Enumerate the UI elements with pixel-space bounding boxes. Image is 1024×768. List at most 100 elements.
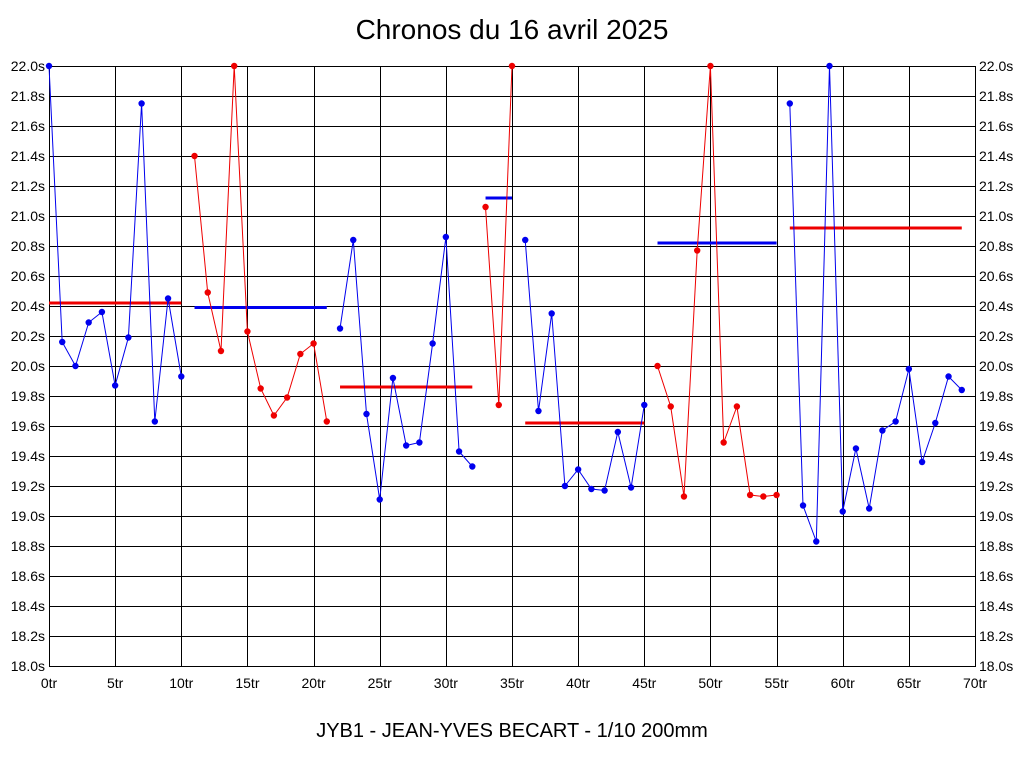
- y-tick-label-left: 20.2s: [11, 328, 45, 344]
- data-point: [429, 340, 436, 347]
- y-tick-label-left: 18.8s: [11, 538, 45, 554]
- data-point: [217, 347, 225, 355]
- data-point: [574, 466, 582, 473]
- series-line: [194, 65, 328, 422]
- y-tick-label-left: 21.0s: [11, 208, 45, 224]
- data-point: [442, 233, 450, 241]
- x-tick-label: 45tr: [632, 675, 656, 691]
- data-point: [164, 295, 172, 302]
- data-point: [72, 362, 79, 370]
- y-tick-label-right: 21.4s: [979, 148, 1013, 164]
- data-point: [310, 340, 317, 347]
- y-tick-label-right: 19.0s: [979, 508, 1013, 524]
- x-tick-label: 65tr: [897, 675, 921, 691]
- data-point: [760, 493, 767, 500]
- data-point: [667, 403, 674, 410]
- data-point: [694, 247, 701, 254]
- data-point: [918, 458, 926, 466]
- data-point: [151, 418, 159, 425]
- y-tick-label-right: 18.2s: [979, 628, 1013, 644]
- y-tick-label-left: 19.0s: [11, 508, 45, 524]
- data-point: [363, 410, 370, 418]
- data-point: [852, 445, 860, 452]
- data-point: [85, 319, 92, 326]
- data-point: [389, 374, 397, 382]
- y-tick-label-left: 20.4s: [11, 298, 45, 314]
- x-tick-label: 55tr: [765, 675, 789, 691]
- data-point: [270, 412, 278, 419]
- data-point: [125, 334, 132, 341]
- data-point: [257, 385, 264, 392]
- y-tick-label-right: 19.2s: [979, 478, 1013, 494]
- data-point: [892, 418, 899, 425]
- y-tick-label-right: 19.4s: [979, 448, 1013, 464]
- y-tick-label-left: 19.8s: [11, 388, 45, 404]
- data-point: [455, 448, 463, 455]
- y-tick-label-right: 20.4s: [979, 298, 1013, 314]
- y-tick-label-left: 19.6s: [11, 418, 45, 434]
- y-tick-label-left: 20.0s: [11, 358, 45, 374]
- data-point: [535, 407, 542, 415]
- data-point: [641, 401, 648, 409]
- x-tick-label: 30tr: [434, 675, 458, 691]
- y-tick-label-left: 18.6s: [11, 568, 45, 584]
- y-tick-label-left: 18.0s: [11, 658, 45, 674]
- series-line: [657, 65, 777, 498]
- data-point: [178, 373, 185, 380]
- y-tick-label-right: 21.6s: [979, 118, 1013, 134]
- data-point: [231, 62, 238, 70]
- data-point: [879, 427, 886, 434]
- data-point: [138, 100, 145, 107]
- data-point: [958, 386, 965, 394]
- y-tick-label-right: 20.8s: [979, 238, 1013, 254]
- data-point: [588, 485, 595, 493]
- data-point: [98, 308, 106, 316]
- data-point: [733, 403, 741, 410]
- y-tick-label-right: 19.6s: [979, 418, 1013, 434]
- x-tick-label: 10tr: [169, 675, 193, 691]
- data-point: [680, 493, 688, 500]
- data-point: [813, 538, 820, 545]
- x-tick-label: 0tr: [41, 675, 58, 691]
- data-point: [59, 338, 66, 346]
- y-tick-label-right: 18.0s: [979, 658, 1013, 674]
- data-point: [707, 62, 714, 70]
- data-point: [376, 496, 383, 503]
- y-tick-label-left: 22.0s: [11, 58, 45, 74]
- data-point: [773, 491, 780, 499]
- x-tick-label: 50tr: [698, 675, 722, 691]
- data-point: [945, 373, 952, 380]
- y-tick-label-right: 21.0s: [979, 208, 1013, 224]
- y-tick-label-left: 20.8s: [11, 238, 45, 254]
- data-point: [297, 350, 304, 358]
- y-tick-label-right: 18.6s: [979, 568, 1013, 584]
- data-point: [720, 439, 727, 446]
- data-point: [336, 325, 344, 332]
- y-tick-label-right: 22.0s: [979, 58, 1013, 74]
- data-point: [204, 289, 211, 296]
- data-point: [614, 428, 622, 436]
- data-point: [601, 487, 608, 494]
- y-tick-label-right: 20.6s: [979, 268, 1013, 284]
- data-points: [45, 62, 965, 545]
- tick-labels: 18.0s 18.0s 18.2s 18.2s 18.4s 18.4s 18.6s 18.6s…: [11, 58, 1014, 691]
- y-tick-label-right: 20.2s: [979, 328, 1013, 344]
- y-tick-label-left: 21.2s: [11, 178, 45, 194]
- data-point: [469, 463, 476, 470]
- data-point: [865, 505, 873, 512]
- chart-title: Chronos du 16 avril 2025: [355, 14, 669, 45]
- data-point: [482, 203, 489, 211]
- data-point: [839, 508, 846, 515]
- y-tick-label-right: 18.4s: [979, 598, 1013, 614]
- data-point: [111, 382, 119, 389]
- data-point: [350, 236, 357, 244]
- data-point: [932, 419, 939, 427]
- data-point: [45, 62, 53, 70]
- x-tick-label: 40tr: [566, 675, 590, 691]
- data-point: [508, 62, 516, 70]
- series-lines: [48, 65, 963, 542]
- data-point: [416, 439, 423, 446]
- data-point: [402, 442, 410, 449]
- y-tick-label-left: 21.4s: [11, 148, 45, 164]
